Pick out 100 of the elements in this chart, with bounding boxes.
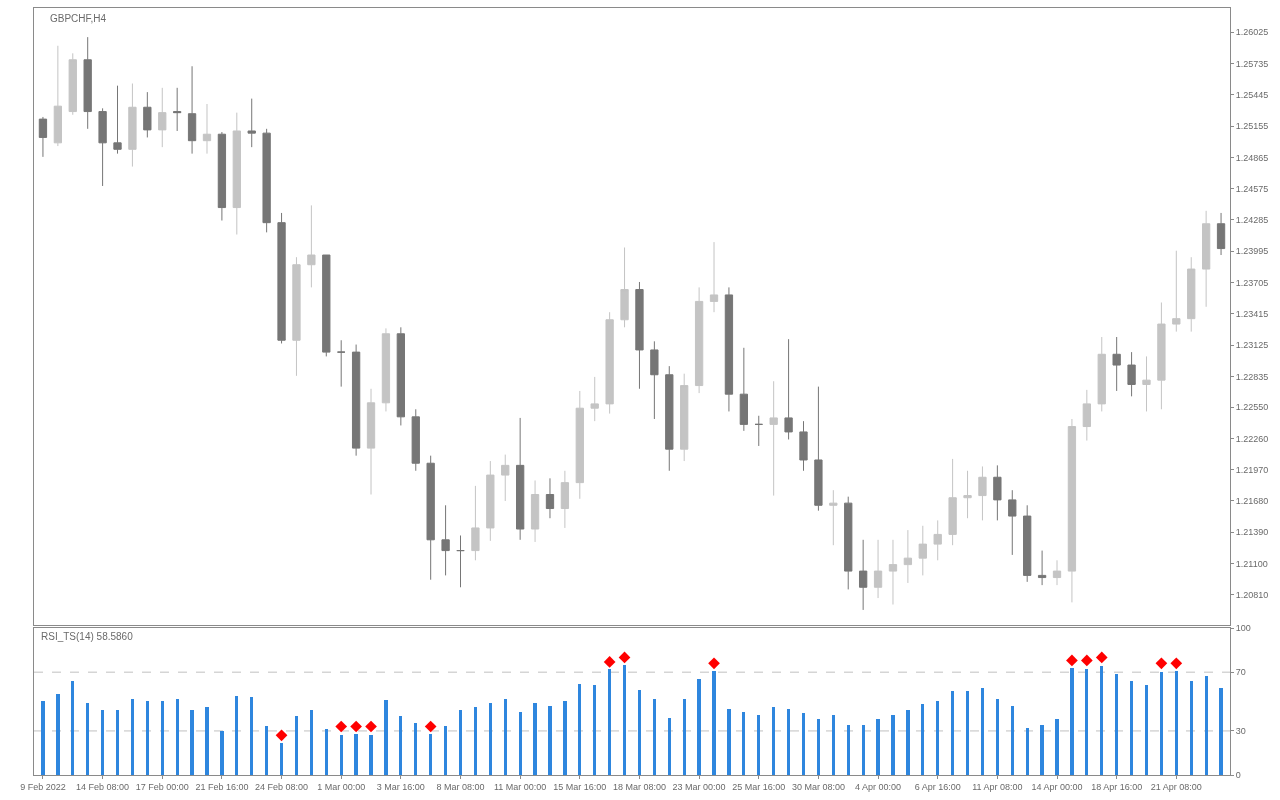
candlestick xyxy=(978,465,987,521)
candlestick xyxy=(202,103,212,155)
bar xyxy=(1100,666,1103,775)
bar xyxy=(548,706,552,775)
candlestick xyxy=(1157,301,1166,410)
x-tick-label: 18 Mar 08:00 xyxy=(612,781,666,792)
candlestick xyxy=(635,281,644,390)
candlestick xyxy=(1067,418,1077,603)
y-tick-label: 1.22550 xyxy=(1235,402,1269,413)
bar xyxy=(265,726,268,775)
candlestick xyxy=(650,340,659,420)
bar xyxy=(1175,671,1178,775)
chart-title: RSI_TS(14) 58.5860 xyxy=(41,631,134,642)
bar xyxy=(817,719,820,775)
candlestick xyxy=(396,326,406,426)
bar xyxy=(444,726,447,775)
candlestick xyxy=(128,83,137,168)
x-tick-label: 21 Feb 16:00 xyxy=(195,781,249,792)
x-tick-label: 4 Apr 00:00 xyxy=(855,781,902,792)
candlestick xyxy=(858,539,868,611)
y-tick-label: 1.23995 xyxy=(1235,246,1269,257)
bar xyxy=(519,712,522,775)
y-tick-label: 1.22835 xyxy=(1235,371,1269,382)
point xyxy=(1155,657,1168,670)
y-tick-label: 100 xyxy=(1235,623,1251,634)
bar xyxy=(697,679,701,775)
bar xyxy=(429,734,432,775)
point xyxy=(275,729,288,742)
x-tick-label: 17 Feb 00:00 xyxy=(135,781,189,792)
candlestick xyxy=(292,256,301,377)
y-tick-label: 1.24865 xyxy=(1235,152,1269,163)
candlestick xyxy=(307,204,316,288)
bar xyxy=(56,694,60,775)
candlestick xyxy=(232,112,241,236)
candlestick xyxy=(501,454,510,502)
candlestick xyxy=(456,534,465,588)
point xyxy=(1170,657,1183,670)
candlestick xyxy=(516,417,525,541)
y-tick-label: 1.21970 xyxy=(1235,464,1269,475)
candlestick xyxy=(605,311,614,415)
bar xyxy=(966,691,969,775)
bar xyxy=(533,703,537,775)
bar xyxy=(235,696,238,775)
bar xyxy=(772,707,775,775)
bar xyxy=(295,716,298,775)
bar xyxy=(250,697,253,775)
candlestick xyxy=(366,388,376,495)
point xyxy=(424,720,437,733)
candlestick xyxy=(814,386,823,512)
bar xyxy=(489,703,492,775)
bar xyxy=(504,699,507,775)
bar xyxy=(1040,725,1044,775)
candlestick xyxy=(799,420,808,472)
candlestick xyxy=(1023,504,1032,583)
candlestick xyxy=(1127,351,1136,397)
candlestick xyxy=(680,373,689,462)
x-tick-label: 30 Mar 08:00 xyxy=(791,781,845,792)
y-tick-label: 70 xyxy=(1235,667,1246,678)
candlestick xyxy=(963,470,972,519)
bar xyxy=(41,701,45,775)
bar xyxy=(101,710,104,775)
candlestick xyxy=(471,485,480,561)
bar xyxy=(623,665,626,775)
y-tick-label: 1.20810 xyxy=(1235,589,1269,600)
bar xyxy=(459,710,462,775)
bar xyxy=(176,699,179,775)
candlestick xyxy=(486,460,495,542)
bar xyxy=(1130,681,1133,775)
candlestick xyxy=(187,65,197,155)
y-tick-label: 1.22260 xyxy=(1235,433,1269,444)
bar xyxy=(1145,685,1148,775)
candlestick xyxy=(665,365,674,472)
bar xyxy=(742,712,745,775)
candlestick xyxy=(173,87,182,132)
bar xyxy=(683,699,686,775)
bar xyxy=(876,719,880,775)
candlestick xyxy=(590,376,599,422)
point xyxy=(1066,654,1078,667)
candlestick xyxy=(1008,489,1017,556)
candlestick xyxy=(1142,355,1151,412)
y-tick-label: 1.23125 xyxy=(1235,340,1269,351)
bar xyxy=(891,715,895,775)
candlestick xyxy=(1052,559,1062,586)
candlestick xyxy=(769,380,778,497)
candlestick xyxy=(381,327,391,412)
candlestick xyxy=(38,116,48,158)
candlestick xyxy=(933,519,942,561)
y-tick-label: 1.25735 xyxy=(1235,58,1269,69)
bar xyxy=(593,685,596,775)
candlestick xyxy=(426,455,435,581)
bar xyxy=(220,731,224,775)
bar xyxy=(757,715,760,775)
candlestick xyxy=(53,45,63,147)
candlestick xyxy=(143,91,152,138)
x-tick-label: 15 Mar 16:00 xyxy=(553,781,607,792)
y-tick-label: 1.23415 xyxy=(1235,308,1269,319)
candlestick xyxy=(113,85,122,155)
point xyxy=(365,720,377,733)
point xyxy=(708,657,720,670)
bar xyxy=(161,701,164,775)
